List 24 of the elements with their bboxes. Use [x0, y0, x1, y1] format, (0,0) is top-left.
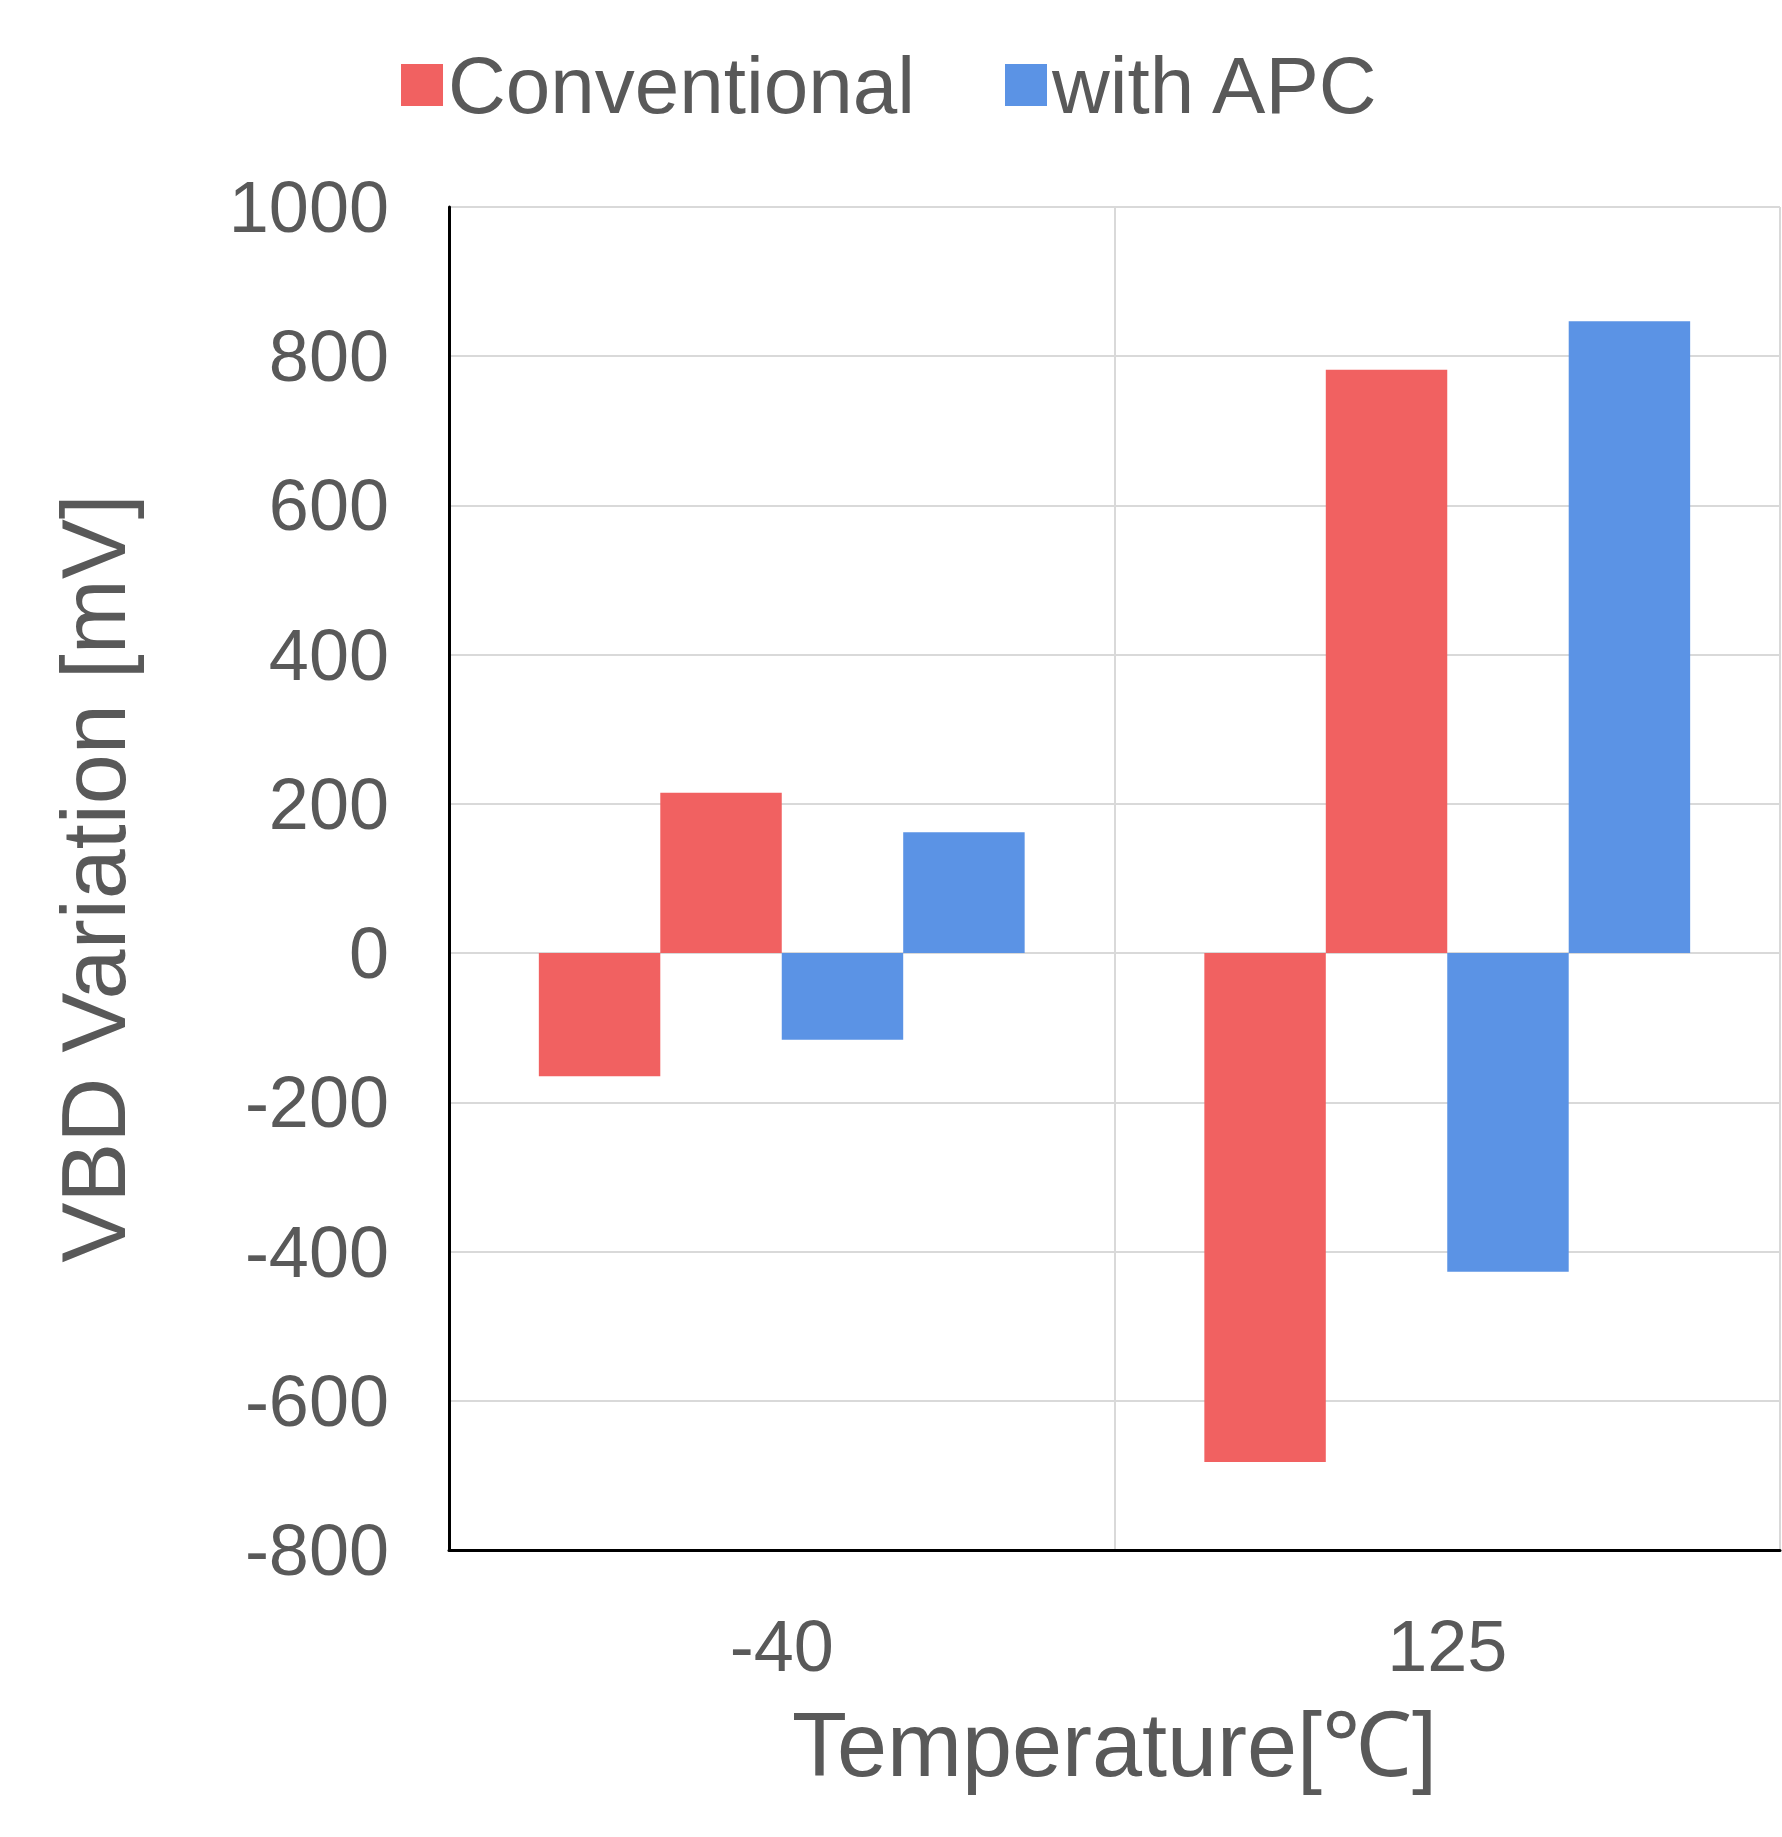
y-tick-label: 0: [348, 913, 389, 994]
y-tick-label: -200: [244, 1062, 389, 1143]
legend-label: with APC: [1051, 40, 1377, 130]
y-tick-label: 600: [268, 465, 389, 546]
y-tick-label: 1000: [228, 167, 389, 247]
bar: [1568, 321, 1691, 954]
bar: [1204, 953, 1326, 1462]
y-tick-label: 200: [268, 763, 389, 844]
y-axis-title: VBD Variation [mV]: [44, 494, 144, 1263]
bar: [1325, 369, 1448, 954]
legend-label: Conventional: [448, 40, 916, 130]
y-tick-label: -800: [244, 1510, 389, 1590]
y-tick-label: -400: [244, 1211, 389, 1292]
x-axis-title: Temperature[℃]: [791, 1695, 1438, 1795]
x-tick-label: 125: [1387, 1606, 1508, 1686]
x-tick-label: -40: [729, 1606, 834, 1686]
bar: [903, 832, 1025, 954]
bar: [538, 953, 661, 1077]
bar: [781, 953, 904, 1040]
bar: [1447, 953, 1569, 1272]
y-tick-label: -600: [244, 1360, 389, 1441]
y-tick-label: 400: [268, 614, 389, 695]
y-tick-label: 800: [268, 316, 389, 397]
bar: [660, 792, 782, 954]
